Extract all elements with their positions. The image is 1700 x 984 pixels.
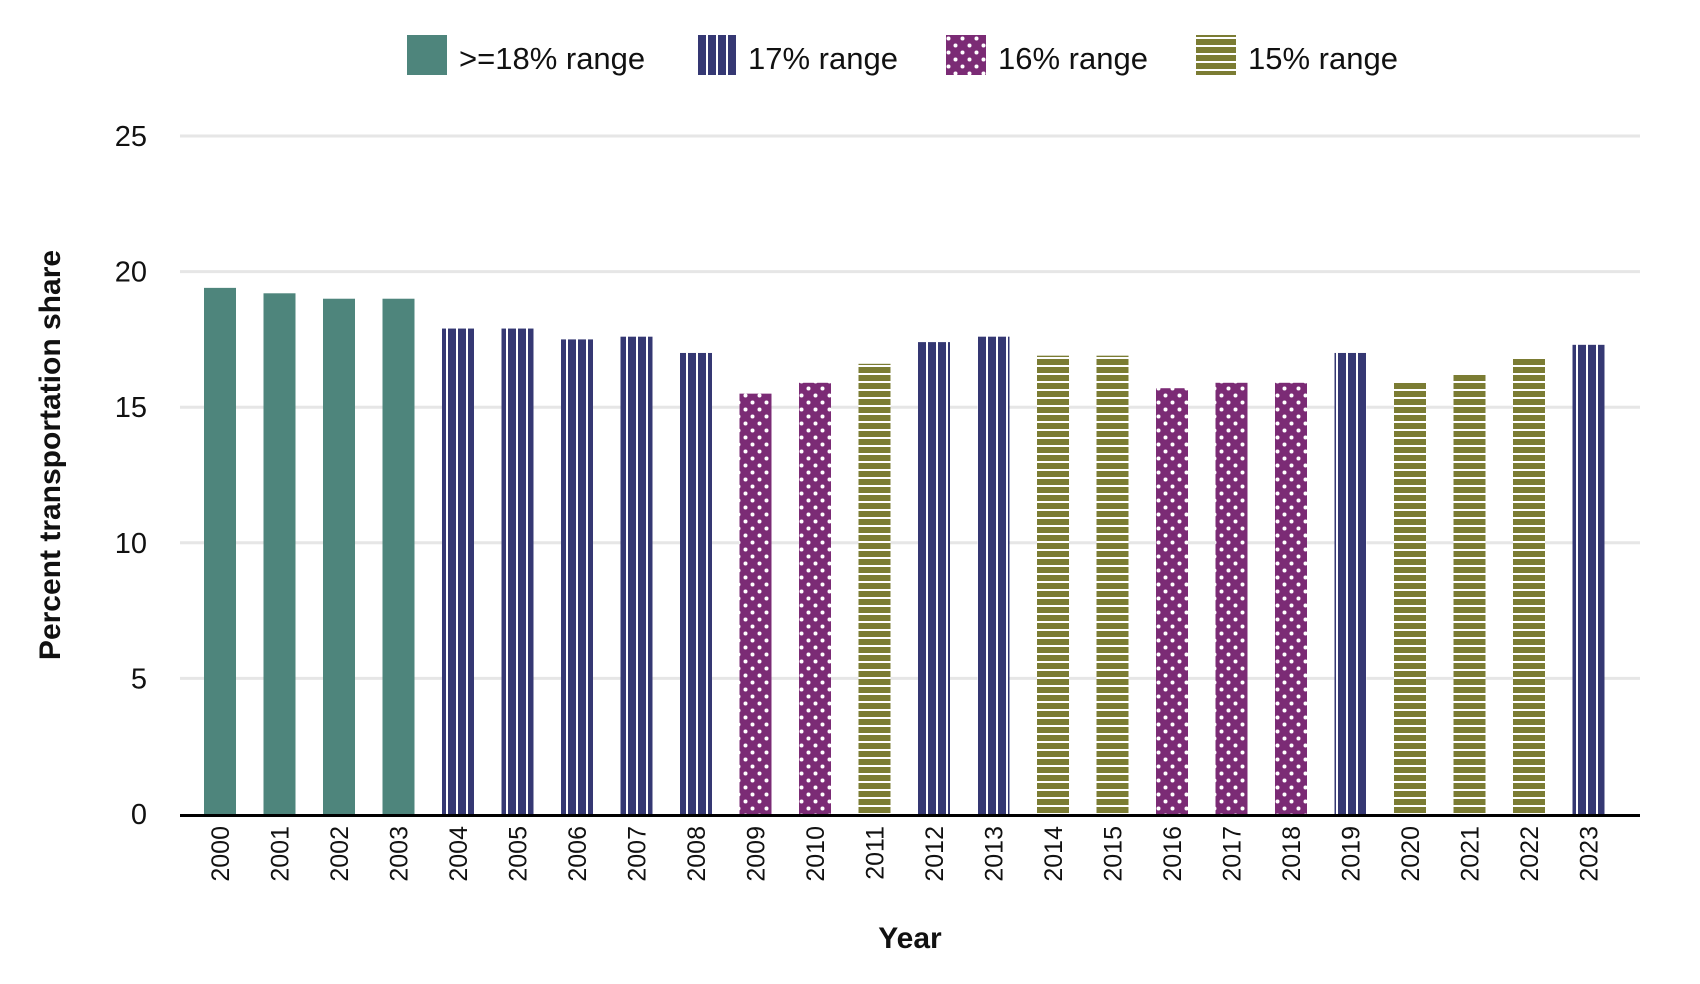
x-tick-label: 2003	[386, 826, 414, 882]
bar-2019	[1334, 352, 1367, 814]
x-tick-label: 2019	[1338, 826, 1366, 882]
x-tick-label: 2013	[981, 826, 1009, 882]
bar-2013	[977, 336, 1010, 814]
bar-2004	[442, 328, 474, 814]
x-tick-label: 2018	[1278, 826, 1306, 882]
bar-2000	[204, 287, 236, 814]
x-tick-label: 2020	[1397, 826, 1425, 882]
bar-2020	[1394, 382, 1426, 814]
x-tick-label: 2017	[1219, 826, 1247, 882]
legend-item-r15: 15% range	[1196, 35, 1398, 76]
bar-2008	[680, 352, 712, 814]
bar-2018	[1275, 382, 1307, 814]
legend-item-r16: 16% range	[946, 35, 1148, 76]
y-tick-label: 5	[131, 663, 147, 695]
x-tick-label: 2016	[1159, 826, 1187, 882]
x-tick-label: 2006	[564, 826, 592, 882]
bar-2021	[1453, 374, 1486, 814]
y-tick-label: 10	[115, 528, 147, 560]
legend: >=18% range 17% range 16% range 15% range	[407, 35, 1398, 76]
y-tick-label: 0	[131, 799, 147, 831]
x-tick-label: 2010	[802, 826, 830, 882]
legend-label: 16% range	[998, 41, 1148, 76]
x-tick-label: 2011	[862, 826, 890, 880]
bar-2015	[1096, 355, 1129, 814]
y-tick-label: 20	[115, 257, 147, 289]
legend-label: 17% range	[748, 41, 898, 76]
legend-item-r18: >=18% range	[407, 35, 645, 76]
x-tick-label: 2005	[505, 826, 533, 882]
bar-2022	[1513, 358, 1545, 814]
bar-2010	[799, 382, 831, 814]
y-axis-ticks: 0 5 10 15 20 25	[115, 121, 147, 831]
x-tick-label: 2001	[267, 826, 295, 882]
x-tick-label: 2022	[1516, 826, 1544, 882]
bar-2009	[739, 393, 772, 814]
x-tick-label: 2007	[624, 826, 652, 882]
legend-swatch	[1196, 35, 1236, 75]
x-tick-label: 2009	[743, 826, 771, 882]
legend-label: 15% range	[1248, 41, 1398, 76]
x-tick-label: 2021	[1457, 826, 1485, 882]
bar-2023	[1572, 344, 1605, 814]
x-tick-label: 2008	[683, 826, 711, 882]
bar-2007	[620, 336, 653, 814]
bar-2014	[1037, 355, 1069, 814]
bar-2011	[858, 363, 891, 814]
y-axis-title: Percent transportation share	[34, 250, 67, 660]
bar-2017	[1215, 382, 1248, 814]
bar-2006	[561, 339, 593, 814]
x-tick-label: 2012	[921, 826, 949, 882]
bars	[204, 287, 1605, 815]
y-tick-label: 25	[115, 121, 147, 153]
x-tick-label: 2014	[1040, 826, 1068, 882]
bar-2012	[918, 342, 950, 814]
y-tick-label: 15	[115, 392, 147, 424]
x-tick-label: 2004	[445, 826, 473, 882]
x-tick-label: 2002	[326, 826, 354, 882]
legend-item-r17: 17% range	[696, 35, 898, 76]
x-axis-ticks: 2000 2001 2002 2003 2004 2005 2006 2007 2008 2009…	[207, 826, 1604, 882]
x-tick-label: 2015	[1100, 826, 1128, 882]
x-tick-label: 2023	[1576, 826, 1604, 882]
bar-2016	[1156, 388, 1188, 814]
legend-swatch	[696, 35, 736, 75]
x-tick-label: 2000	[207, 826, 235, 882]
legend-swatch	[946, 35, 986, 75]
x-axis-title: Year	[878, 922, 942, 955]
bar-2003	[382, 298, 415, 815]
legend-swatch	[407, 35, 447, 75]
bar-2005	[501, 328, 534, 814]
bar-2001	[263, 293, 296, 814]
bar-2002	[323, 298, 355, 815]
legend-label: >=18% range	[459, 41, 645, 76]
